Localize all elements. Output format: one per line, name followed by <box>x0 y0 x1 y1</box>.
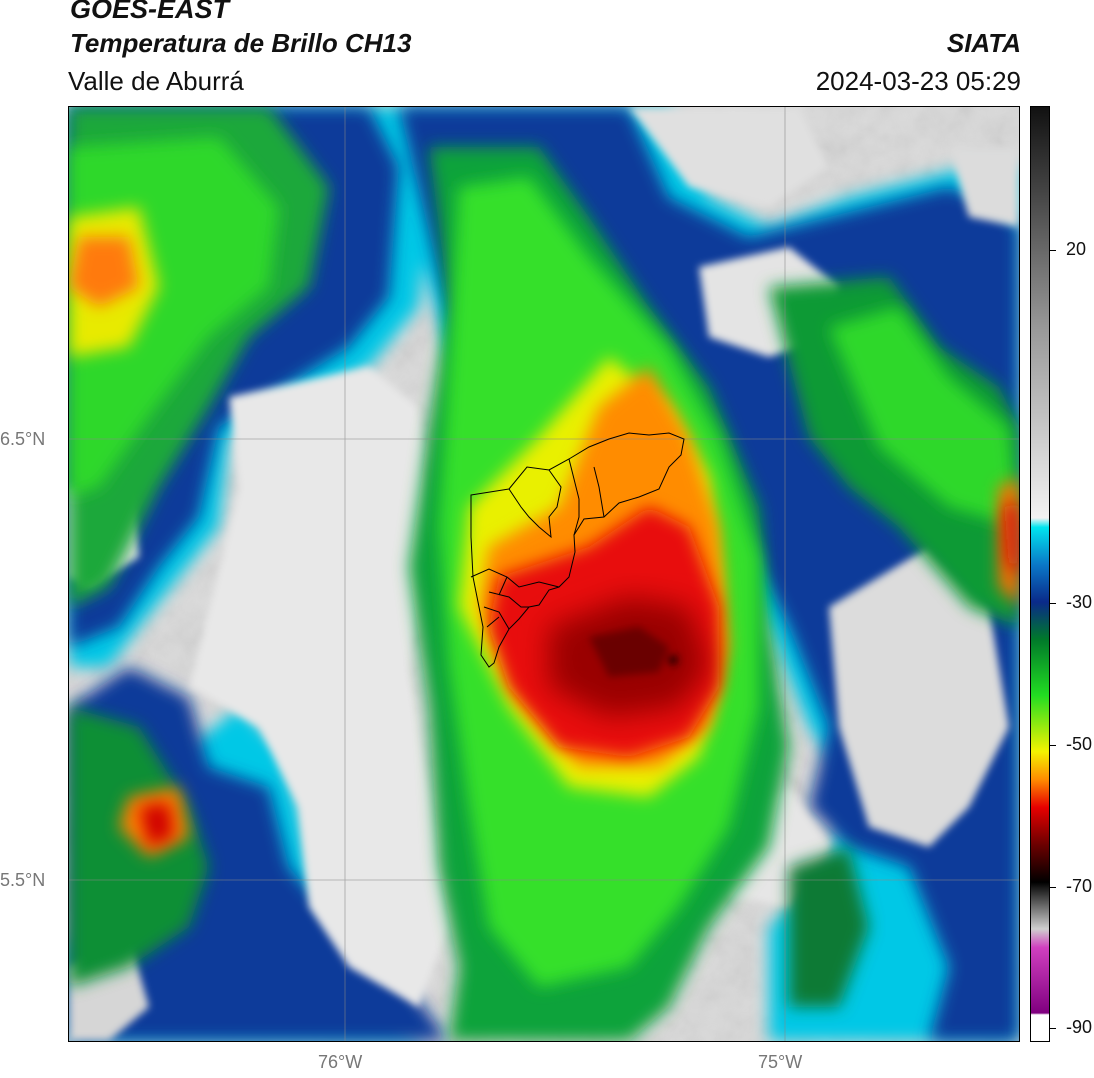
colorbar-tick-20: 20 <box>1066 239 1087 259</box>
colorbar-tick-minus70: -70 <box>1066 876 1093 896</box>
title-product: Temperatura de Brillo CH13 <box>70 28 412 58</box>
subtitle-region: Valle de Aburrá <box>68 66 244 96</box>
colorbar-tick-minus50: -50 <box>1066 734 1093 754</box>
organization-label: SIATA <box>946 28 1021 58</box>
lat-label-6-5: 6.5°N <box>0 429 46 449</box>
map-canvas <box>69 107 1019 1041</box>
municipal-boundaries <box>470 432 685 668</box>
lat-label-5-5: 5.5°N <box>0 870 46 890</box>
colorbar-tick-minus90: -90 <box>1066 1017 1093 1037</box>
datetime-label: 2024-03-23 05:29 <box>815 66 1021 96</box>
map-panel[interactable] <box>68 106 1020 1042</box>
lon-label-75: 75°W <box>758 1052 803 1072</box>
colorbar-tick-minus30: -30 <box>1066 592 1093 612</box>
lon-label-76: 76°W <box>318 1052 363 1072</box>
title-satellite: GOES-EAST <box>70 0 230 24</box>
colorbar <box>1030 106 1050 1042</box>
